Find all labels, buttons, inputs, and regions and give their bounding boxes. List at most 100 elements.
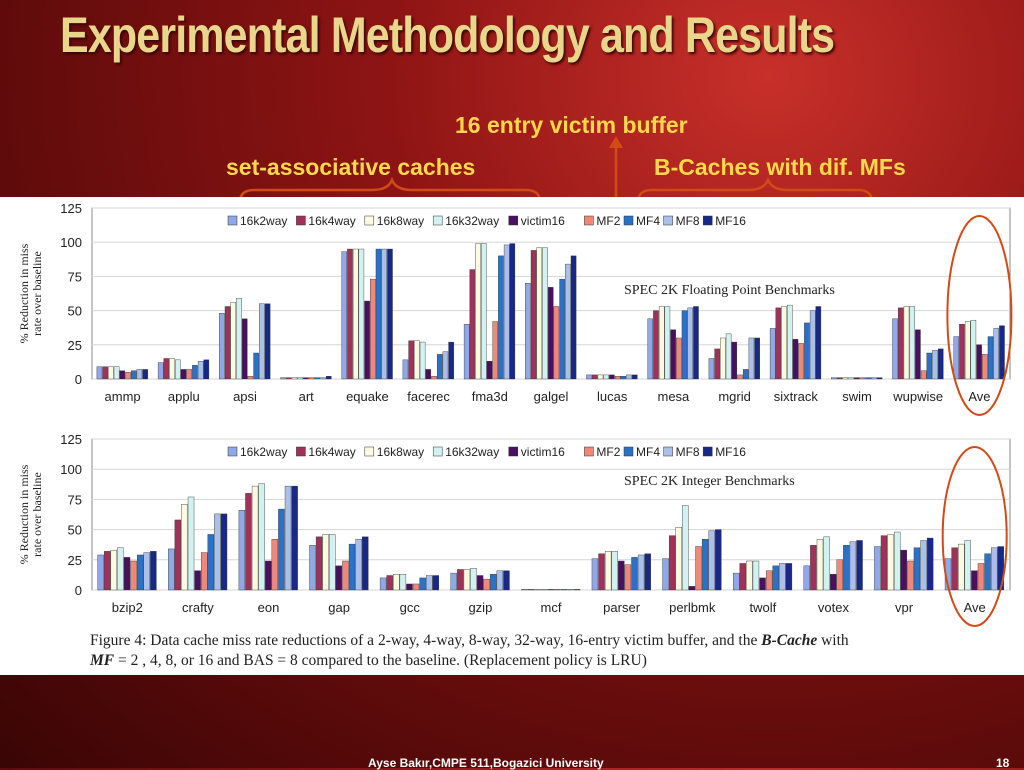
legend-label: 16k2way bbox=[240, 214, 287, 228]
bar-MF16-gcc bbox=[432, 575, 440, 591]
x-tick-label: facerec bbox=[407, 389, 450, 404]
bar-MF2-Ave bbox=[977, 563, 985, 591]
bar-16k8way-gzip bbox=[463, 569, 471, 591]
bar-16k8way-swim bbox=[842, 377, 849, 380]
bar-victim16-vpr bbox=[900, 549, 907, 591]
bar-16k2way-art bbox=[280, 377, 286, 380]
legend-label: 16k32way bbox=[445, 214, 499, 228]
bar-victim16-sixtrack bbox=[792, 339, 799, 380]
y-tick-label: 0 bbox=[75, 372, 82, 387]
bar-victim16-mgrid bbox=[731, 341, 738, 380]
legend-swatch bbox=[663, 215, 673, 226]
bar-MF4-eon bbox=[278, 508, 285, 591]
bar-MF16-wupwise bbox=[937, 348, 944, 380]
bar-MF8-mgrid bbox=[748, 337, 755, 380]
bar-MF8-facerec bbox=[442, 351, 449, 380]
victim-buffer-arrow-head bbox=[609, 136, 623, 148]
bar-MF16-apsi bbox=[264, 303, 271, 380]
legend-swatch bbox=[364, 446, 375, 457]
bar-victim16-twolf bbox=[759, 577, 766, 591]
bar-victim16-applu bbox=[180, 369, 187, 380]
bar-MF8-twolf bbox=[779, 563, 786, 591]
bar-victim16-bzip2 bbox=[123, 557, 131, 591]
bar-16k4way-bzip2 bbox=[104, 551, 111, 591]
bar-16k4way-gap bbox=[315, 536, 323, 591]
bar-16k32way-Ave bbox=[964, 540, 971, 591]
bar-MF16-Ave bbox=[999, 325, 1005, 380]
bar-16k2way-mesa bbox=[647, 318, 654, 380]
bar-MF16-vpr bbox=[926, 537, 934, 591]
bar-MF4-applu bbox=[192, 365, 198, 380]
bar-16k4way-Ave bbox=[959, 324, 965, 380]
bar-16k4way-vpr bbox=[880, 535, 888, 591]
legend-label: 16k32way bbox=[445, 445, 499, 459]
y-tick-label: 50 bbox=[68, 523, 82, 538]
bar-16k32way-fma3d bbox=[481, 243, 487, 380]
bar-MF16-perlbmk bbox=[715, 529, 722, 591]
bar-MF2-applu bbox=[186, 369, 192, 380]
bar-victim16-mesa bbox=[670, 329, 676, 380]
bar-16k32way-twolf bbox=[752, 560, 760, 591]
bar-16k4way-parser bbox=[598, 553, 605, 591]
bar-16k32way-mcf bbox=[540, 589, 548, 591]
legend-swatch bbox=[432, 215, 443, 226]
bar-MF8-Ave bbox=[990, 547, 998, 591]
bar-MF8-apsi bbox=[259, 303, 265, 380]
figure-caption: Figure 4: Data cache miss rate reduction… bbox=[90, 631, 1010, 671]
bar-MF2-galgel bbox=[553, 306, 560, 380]
caption-bcache: B-Cache bbox=[761, 632, 818, 649]
page-number: 18 bbox=[996, 756, 1010, 770]
x-tick-label: sixtrack bbox=[774, 389, 819, 404]
bar-16k2way-parser bbox=[591, 558, 599, 591]
bar-MF4-gap bbox=[348, 543, 356, 591]
bar-MF4-swim bbox=[865, 377, 871, 380]
bar-MF16-gap bbox=[362, 536, 369, 591]
x-tick-label: swim bbox=[842, 389, 872, 404]
bar-MF16-applu bbox=[203, 359, 210, 380]
caption-part1: Figure 4: Data cache miss rate reduction… bbox=[90, 632, 762, 649]
bar-MF8-parser bbox=[637, 554, 645, 591]
bar-MF2-bzip2 bbox=[130, 560, 137, 591]
legend-swatch bbox=[508, 215, 519, 226]
slide-title: Experimental Methodology and Results bbox=[60, 7, 835, 63]
bar-16k4way-gzip bbox=[457, 569, 464, 591]
bar-MF2-parser bbox=[624, 564, 632, 591]
bar-16k32way-perlbmk bbox=[682, 505, 689, 591]
bar-16k2way-apsi bbox=[219, 313, 225, 380]
legend-label: MF4 bbox=[636, 445, 660, 459]
bar-MF4-votex bbox=[843, 545, 850, 591]
bar-MF2-equake bbox=[370, 278, 376, 380]
bar-16k2way-gcc bbox=[379, 577, 387, 591]
bar-MF2-mesa bbox=[676, 337, 682, 380]
bar-victim16-Ave bbox=[971, 570, 978, 591]
bar-16k2way-vpr bbox=[874, 546, 881, 591]
bar-16k4way-mesa bbox=[653, 310, 659, 380]
bar-16k32way-gzip bbox=[470, 568, 477, 591]
legend-label: MF2 bbox=[596, 445, 620, 459]
bar-16k2way-twolf bbox=[732, 572, 740, 591]
legend-label: MF16 bbox=[715, 445, 746, 459]
x-tick-label: wupwise bbox=[892, 389, 943, 404]
bar-MF4-facerec bbox=[436, 354, 443, 380]
bar-16k32way-mesa bbox=[664, 306, 671, 380]
x-tick-label: votex bbox=[818, 600, 850, 615]
bar-16k8way-twolf bbox=[746, 560, 753, 591]
bar-16k2way-Ave bbox=[953, 336, 960, 380]
legend: 16k2way 16k4way 16k8way 16k32way victim16 MF2… bbox=[227, 445, 746, 459]
legend: 16k2way 16k4way 16k8way 16k32way victim16 MF2… bbox=[227, 214, 746, 228]
bar-MF4-vpr bbox=[913, 547, 921, 591]
bar-16k4way-mcf bbox=[527, 589, 535, 591]
bar-MF8-mesa bbox=[687, 307, 693, 380]
bar-MF2-facerec bbox=[431, 376, 437, 380]
bar-16k32way-gap bbox=[329, 534, 336, 591]
legend-swatch bbox=[296, 215, 306, 226]
bar-16k2way-facerec bbox=[402, 359, 409, 380]
bar-16k2way-ammp bbox=[96, 366, 103, 380]
bar-MF4-Ave bbox=[984, 553, 991, 591]
bar-16k32way-apsi bbox=[236, 298, 242, 380]
bar-MF4-lucas bbox=[620, 376, 627, 380]
y-tick-label: 25 bbox=[68, 553, 82, 568]
bar-MF4-equake bbox=[375, 248, 382, 380]
bar-MF2-twolf bbox=[765, 570, 773, 591]
